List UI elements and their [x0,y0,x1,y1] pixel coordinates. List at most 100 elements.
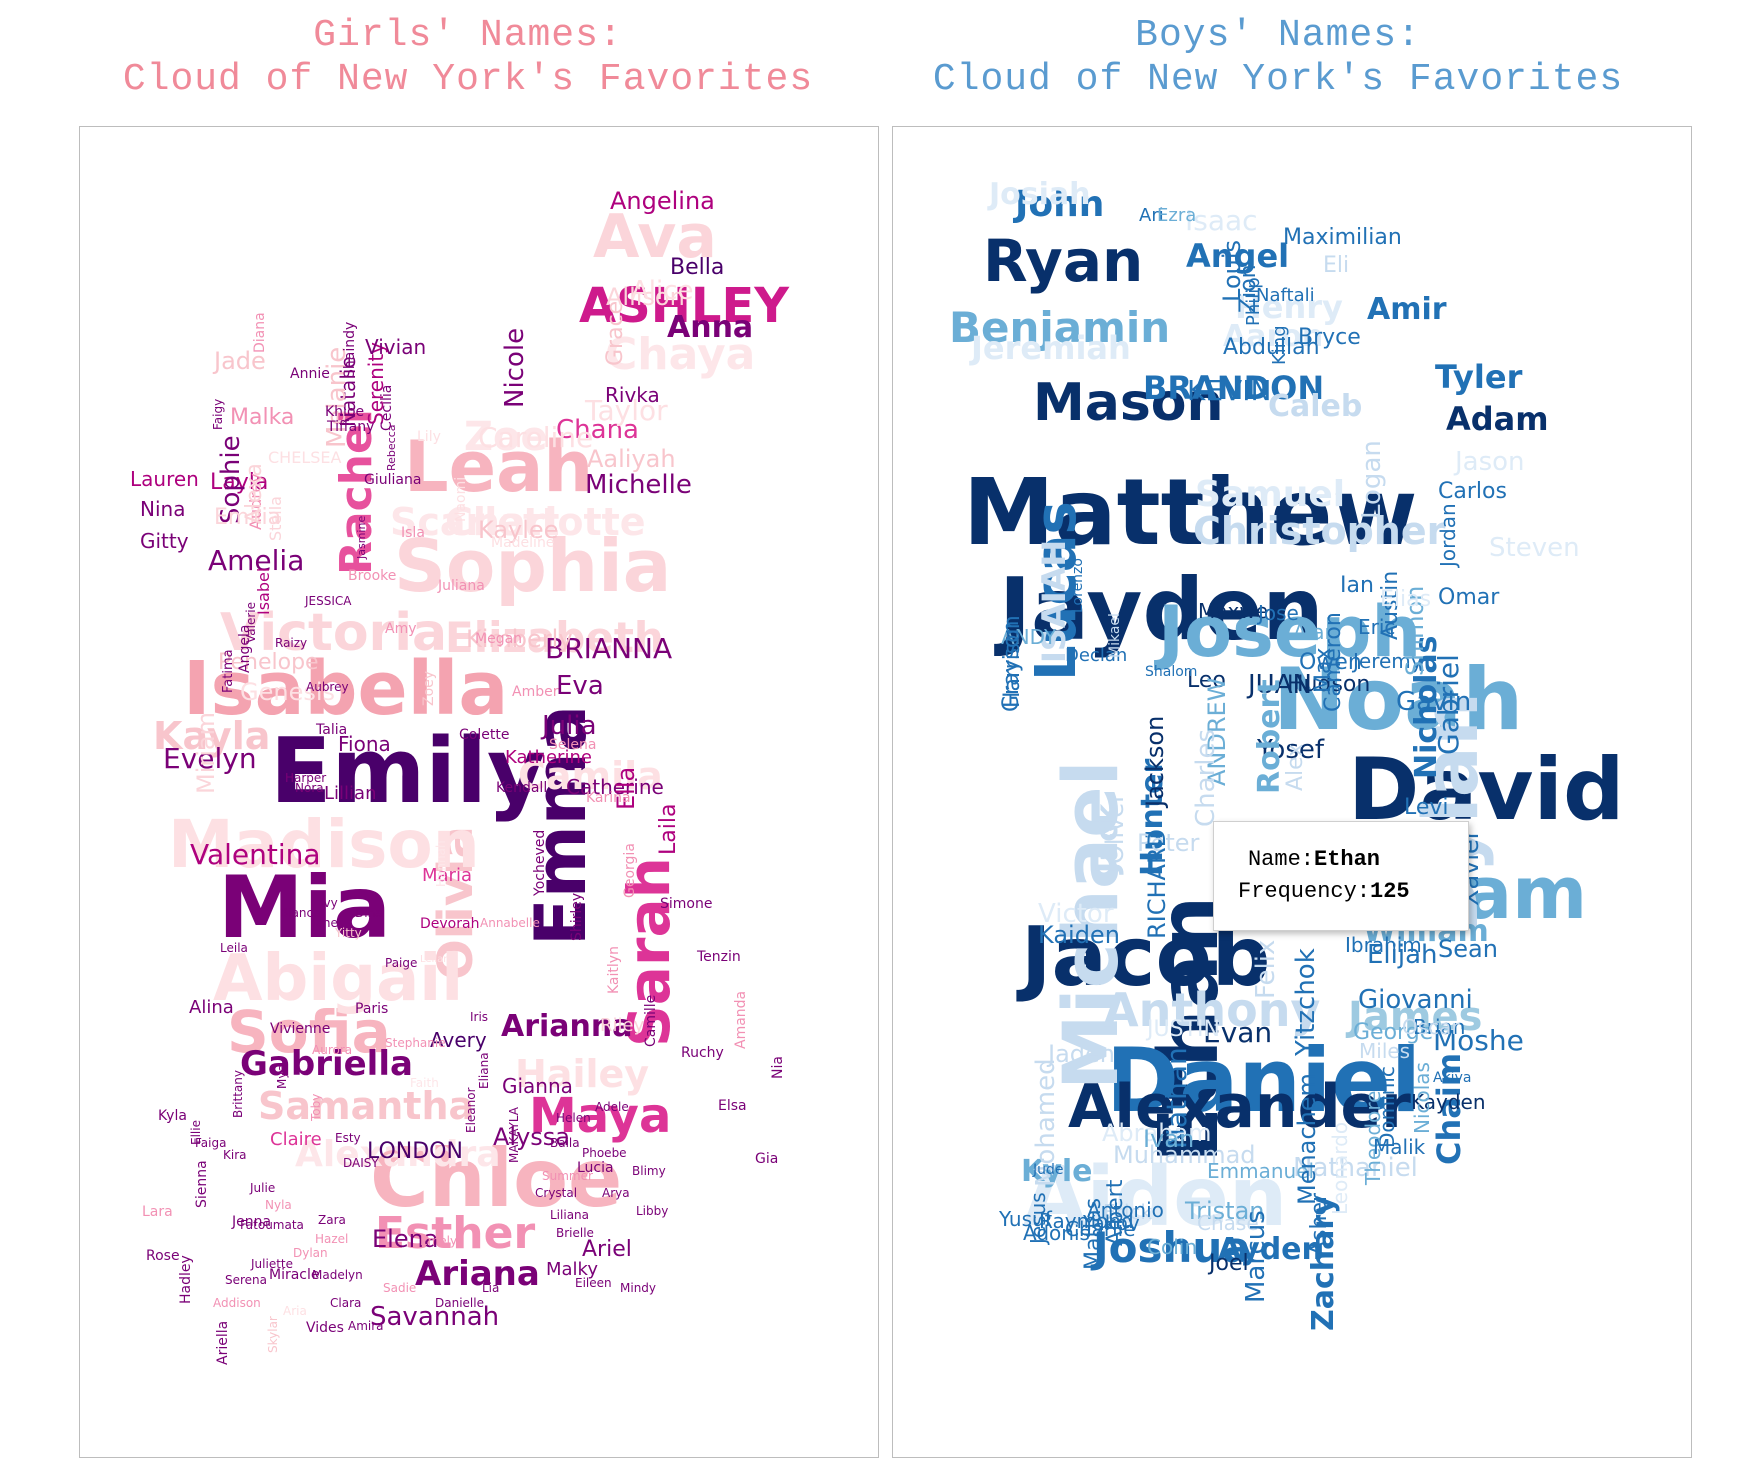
girls-word-penelope[interactable]: Penelope [218,650,319,675]
boys-word-kaiden[interactable]: Kaiden [1038,921,1120,949]
girls-word-hannah[interactable]: Hannah [434,840,448,887]
girls-word-katherine[interactable]: Katherine [505,747,592,768]
girls-word-lillian[interactable]: Lillian [324,783,377,804]
boys-word-steven[interactable]: Steven [1489,533,1580,563]
girls-word-isabel[interactable]: Isabel [254,567,273,615]
girls-word-bella[interactable]: Bella [670,255,725,280]
girls-word-devorah[interactable]: Devorah [420,916,480,932]
boys-word-aiden[interactable]: Aiden [1023,1150,1288,1245]
boys-word-owen[interactable]: Owen [1299,650,1362,675]
girls-word-scarlett[interactable]: Scarlett [390,500,560,544]
girls-word-kira[interactable]: Kira [223,1148,247,1162]
girls-word-khloe[interactable]: Khloe [325,404,365,420]
girls-word-elizabeth[interactable]: Elizabeth [445,613,664,662]
girls-word-karina[interactable]: Karina [586,790,631,806]
girls-word-mia[interactable]: Mia [218,858,392,958]
boys-word-mikael[interactable]: Mikael [1107,613,1123,659]
boys-word-george[interactable]: George [1353,1020,1434,1045]
girls-word-genesis[interactable]: Genesis [240,678,336,706]
boys-word-abraham[interactable]: Abraham [1102,1119,1212,1147]
girls-word-zoey[interactable]: Zoey [421,670,437,706]
boys-word-muhammad[interactable]: Muhammad [1113,1141,1256,1169]
boys-word-eric[interactable]: Eric [1358,615,1396,639]
girls-word-yitty[interactable]: Yitty [335,926,362,940]
boys-word-akiva[interactable]: Akiva [1433,1070,1472,1086]
girls-word-kyla[interactable]: Kyla [158,1108,187,1124]
boys-word-anthony[interactable]: Anthony [1103,983,1321,1037]
girls-word-ruchy[interactable]: Ruchy [681,1045,724,1061]
boys-word-isaac[interactable]: Isaac [1185,204,1258,237]
girls-word-dylan[interactable]: Dylan [293,1246,328,1260]
girls-word-faigy[interactable]: Faigy [211,398,225,430]
boys-word-omar[interactable]: Omar [1438,585,1500,610]
girls-word-rivka[interactable]: Rivka [605,383,660,407]
girls-word-selena[interactable]: Selena [549,737,597,753]
boys-word-yitzchok[interactable]: Yitzchok [1291,948,1321,1057]
girls-word-riley[interactable]: Riley [600,1015,645,1036]
girls-word-talia[interactable]: Talia [316,722,348,738]
boys-word-brian[interactable]: Brian [1413,1015,1466,1039]
girls-word-stella[interactable]: Stella [266,495,285,541]
girls-word-danielle[interactable]: Danielle [435,1296,484,1310]
boys-word-ian[interactable]: Ian [1340,573,1374,598]
girls-word-eliana[interactable]: Eliana [477,1052,491,1089]
boys-word-charles[interactable]: Charles [1191,729,1221,828]
girls-word-harper[interactable]: Harper [285,771,327,785]
girls-word-skylar[interactable]: Skylar [266,1315,280,1353]
girls-word-summer[interactable]: Summer [542,1169,593,1183]
girls-word-ariel[interactable]: Ariel [582,1237,632,1262]
girls-word-kimberly[interactable]: Kimberly [466,625,573,653]
girls-word-alyssa[interactable]: Alyssa [493,1123,571,1151]
girls-word-arianna[interactable]: Arianna [501,1009,633,1044]
boys-word-carlos[interactable]: Carlos [1438,479,1507,504]
girls-word-lucia[interactable]: Lucia [577,1160,614,1176]
boys-word-oliver[interactable]: Oliver [1101,793,1129,865]
boys-word-joshua[interactable]: Joshua [1093,1223,1251,1272]
girls-word-alice[interactable]: Alice [631,276,694,306]
boys-word-christopher[interactable]: Christopher [1193,509,1446,553]
girls-word-cloud[interactable]: Emily Isabella Mia Chloe Sophia Leah Emma Olivi… [80,127,878,1457]
girls-word-giuliana[interactable]: Giuliana [364,472,422,488]
girls-word-sienna[interactable]: Sienna [194,1160,210,1209]
girls-word-laila[interactable]: Laila [656,803,681,855]
girls-word-stephanie[interactable]: Stephanie [385,1036,446,1050]
boys-word-louis[interactable]: Louis [1218,239,1246,302]
girls-word-megan[interactable]: Megan [475,631,523,647]
boys-word-ibrahim[interactable]: Ibrahim [1345,933,1422,957]
boys-word-felix[interactable]: Felix [1251,939,1281,999]
boys-word-kayden[interactable]: Kayden [1411,1090,1486,1114]
boys-word-joseph[interactable]: Joseph [1158,591,1422,673]
boys-word-victor[interactable]: Victor [1038,899,1114,929]
girls-word-jane[interactable]: Jane [312,916,338,930]
boys-word-jude[interactable]: Jude [1033,1162,1064,1178]
girls-word-esther[interactable]: Esther [375,1208,536,1259]
girls-word-savannah[interactable]: Savannah [370,1302,500,1332]
girls-word-kayla[interactable]: Kayla [153,714,271,758]
girls-word-chaya[interactable]: Chaya [605,329,756,380]
girls-word-jenna[interactable]: Jenna [232,1214,272,1230]
girls-word-chloe[interactable]: Chloe [370,1132,623,1225]
girls-word-zoe[interactable]: Zoe [464,414,548,460]
girls-word-juliana[interactable]: Juliana [438,578,485,594]
boys-word-alexander[interactable]: Alexander [1068,1072,1411,1142]
boys-word-hudson[interactable]: Hudson [1287,672,1371,697]
girls-word-ashley[interactable]: ASHLEY [579,278,790,334]
girls-word-tiffany[interactable]: Tiffany [327,419,375,435]
girls-word-addison[interactable]: Addison [213,1296,261,1310]
boys-word-adonis[interactable]: Adonis [1023,1221,1090,1245]
boys-word-alan[interactable]: Alan [1293,620,1338,644]
girls-word-chana[interactable]: Chana [556,415,639,445]
boys-word-kyle[interactable]: Kyle [1021,1154,1093,1189]
girls-word-amira[interactable]: Amira [348,1319,384,1333]
boys-word-cloud[interactable]: Matthew Jayden Ethan Daniel Jacob Alexander No… [893,127,1691,1457]
girls-word-alexa[interactable]: Alexa [242,462,267,524]
boys-word-miles[interactable]: Miles [1359,1039,1411,1063]
boys-word-elijah[interactable]: Elijah [1367,940,1438,970]
girls-word-sadie[interactable]: Sadie [383,1281,417,1295]
boys-word-lorenzo[interactable]: Lorenzo [1070,557,1086,613]
boys-word-marcus[interactable]: Marcus [1241,1209,1271,1303]
boys-word-caleb[interactable]: Caleb [1268,389,1363,424]
girls-word-vivian[interactable]: Vivian [365,335,427,359]
boys-word-nathaniel[interactable]: Nathaniel [1293,1153,1418,1183]
girls-word-annie[interactable]: Annie [290,366,330,382]
